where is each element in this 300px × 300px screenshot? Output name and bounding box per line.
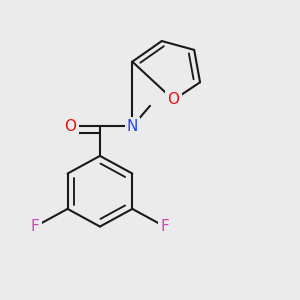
Text: N: N <box>127 119 138 134</box>
Text: F: F <box>31 219 40 234</box>
Text: F: F <box>160 219 169 234</box>
Text: O: O <box>168 92 180 107</box>
Text: O: O <box>64 119 76 134</box>
